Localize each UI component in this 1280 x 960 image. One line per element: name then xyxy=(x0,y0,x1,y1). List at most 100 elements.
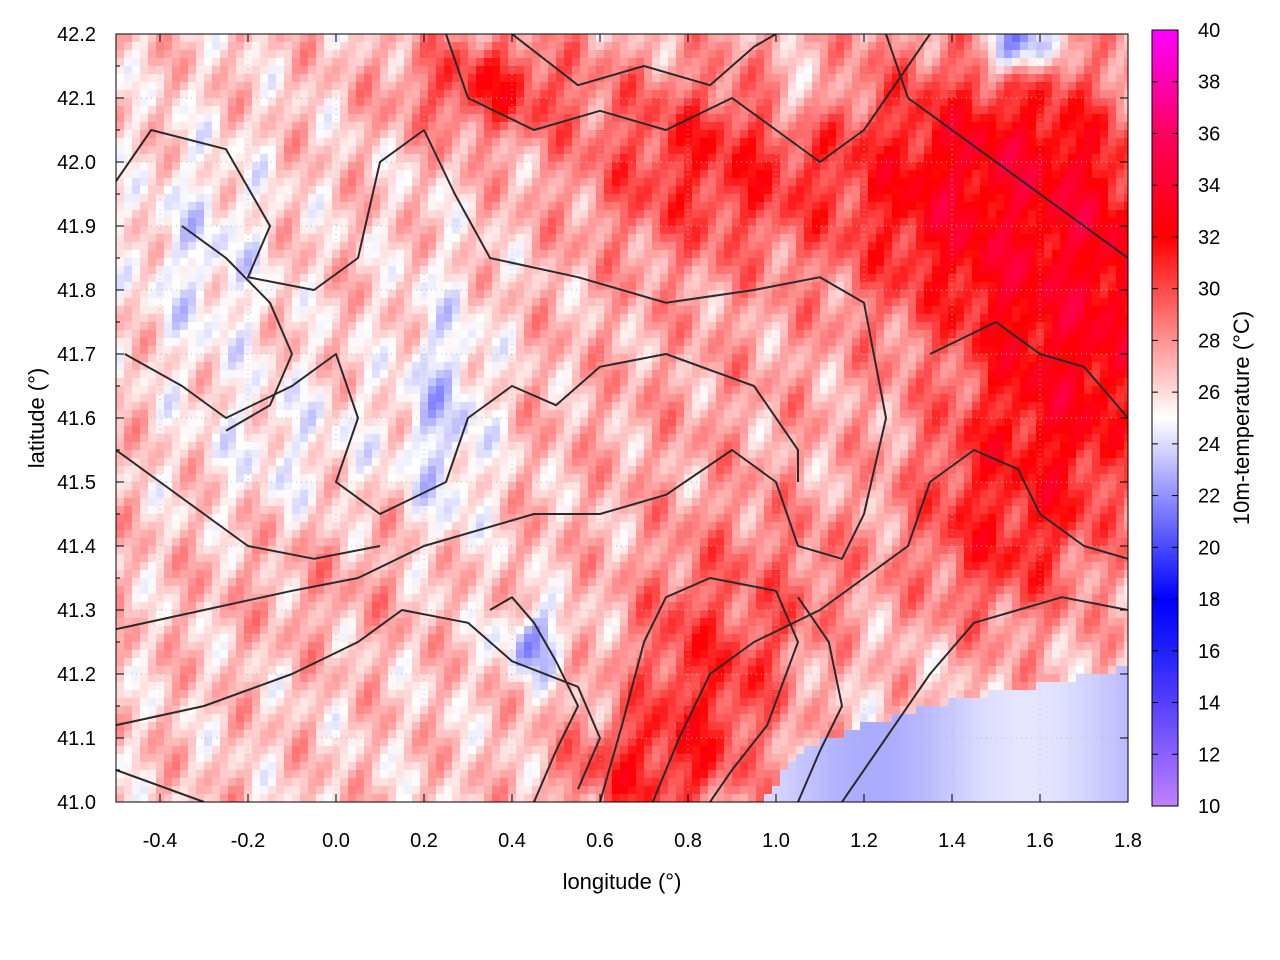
temperature-cell xyxy=(1028,330,1037,339)
temperature-cell xyxy=(956,218,965,227)
temperature-cell xyxy=(1060,290,1069,299)
temperature-cell xyxy=(972,330,981,339)
temperature-cell xyxy=(348,346,357,355)
temperature-cell xyxy=(164,258,173,267)
temperature-cell xyxy=(580,210,589,219)
temperature-cell xyxy=(604,218,613,227)
temperature-cell xyxy=(124,106,133,115)
temperature-cell xyxy=(436,226,445,235)
temperature-cell xyxy=(1044,82,1053,91)
temperature-cell xyxy=(844,194,853,203)
temperature-cell xyxy=(380,218,389,227)
temperature-cell xyxy=(1108,274,1117,283)
temperature-cell xyxy=(308,322,317,331)
temperature-cell xyxy=(532,186,541,195)
temperature-cell xyxy=(852,186,861,195)
temperature-cell xyxy=(116,154,125,163)
temperature-cell xyxy=(820,322,829,331)
temperature-cell xyxy=(1068,130,1077,139)
temperature-cell xyxy=(716,266,725,275)
temperature-cell xyxy=(1068,186,1077,195)
temperature-cell xyxy=(524,266,533,275)
temperature-cell xyxy=(620,74,629,83)
temperature-cell xyxy=(700,194,709,203)
temperature-cell xyxy=(1116,322,1125,331)
temperature-cell xyxy=(932,242,941,251)
temperature-cell xyxy=(916,242,925,251)
temperature-cell xyxy=(404,130,413,139)
temperature-cell xyxy=(948,58,957,67)
temperature-cell xyxy=(956,82,965,91)
temperature-cell xyxy=(1044,162,1053,171)
temperature-cell xyxy=(980,50,989,59)
temperature-cell xyxy=(788,314,797,323)
temperature-cell xyxy=(580,242,589,251)
temperature-cell xyxy=(348,50,357,59)
temperature-cell xyxy=(148,146,157,155)
temperature-cell xyxy=(348,202,357,211)
temperature-cell xyxy=(636,202,645,211)
temperature-cell xyxy=(644,66,653,75)
temperature-cell xyxy=(292,90,301,99)
temperature-cell xyxy=(164,186,173,195)
temperature-cell xyxy=(756,322,765,331)
temperature-cell xyxy=(452,290,461,299)
temperature-cell xyxy=(756,282,765,291)
temperature-cell xyxy=(396,274,405,283)
temperature-cell xyxy=(548,34,557,43)
temperature-cell xyxy=(180,90,189,99)
temperature-cell xyxy=(308,330,317,339)
temperature-cell xyxy=(436,58,445,67)
temperature-cell xyxy=(1100,338,1109,347)
temperature-cell xyxy=(892,106,901,115)
temperature-cell xyxy=(596,282,605,291)
temperature-cell xyxy=(444,162,453,171)
temperature-cell xyxy=(1012,290,1021,299)
temperature-cell xyxy=(300,82,309,91)
temperature-cell xyxy=(420,122,429,131)
temperature-cell xyxy=(1004,42,1013,51)
temperature-cell xyxy=(708,58,717,67)
temperature-cell xyxy=(828,106,837,115)
temperature-cell xyxy=(620,146,629,155)
temperature-cell xyxy=(292,306,301,315)
temperature-cell xyxy=(892,226,901,235)
temperature-cell xyxy=(444,138,453,147)
temperature-cell xyxy=(812,258,821,267)
temperature-cell xyxy=(356,346,365,355)
temperature-cell xyxy=(164,90,173,99)
temperature-cell xyxy=(916,322,925,331)
temperature-cell xyxy=(204,106,213,115)
temperature-cell xyxy=(364,114,373,123)
temperature-cell xyxy=(340,74,349,83)
temperature-cell xyxy=(380,258,389,267)
temperature-cell xyxy=(612,170,621,179)
temperature-cell xyxy=(276,162,285,171)
temperature-cell xyxy=(300,242,309,251)
temperature-cell xyxy=(628,242,637,251)
temperature-cell xyxy=(420,82,429,91)
temperature-cell xyxy=(1124,322,1128,331)
temperature-cell xyxy=(1052,146,1061,155)
temperature-cell xyxy=(212,290,221,299)
temperature-cell xyxy=(252,258,261,267)
temperature-cell xyxy=(220,130,229,139)
temperature-cell xyxy=(1100,90,1109,99)
temperature-cell xyxy=(732,274,741,283)
temperature-cell xyxy=(356,66,365,75)
temperature-cell xyxy=(292,242,301,251)
temperature-cell xyxy=(452,226,461,235)
temperature-cell xyxy=(1052,58,1061,67)
temperature-cell xyxy=(364,90,373,99)
temperature-cell xyxy=(764,330,773,339)
temperature-cell xyxy=(820,306,829,315)
temperature-cell xyxy=(324,162,333,171)
temperature-cell xyxy=(524,330,533,339)
temperature-cell xyxy=(860,202,869,211)
temperature-cell xyxy=(740,66,749,75)
temperature-cell xyxy=(436,250,445,259)
temperature-cell xyxy=(1116,138,1125,147)
temperature-cell xyxy=(124,258,133,267)
temperature-cell xyxy=(588,170,597,179)
temperature-cell xyxy=(164,226,173,235)
